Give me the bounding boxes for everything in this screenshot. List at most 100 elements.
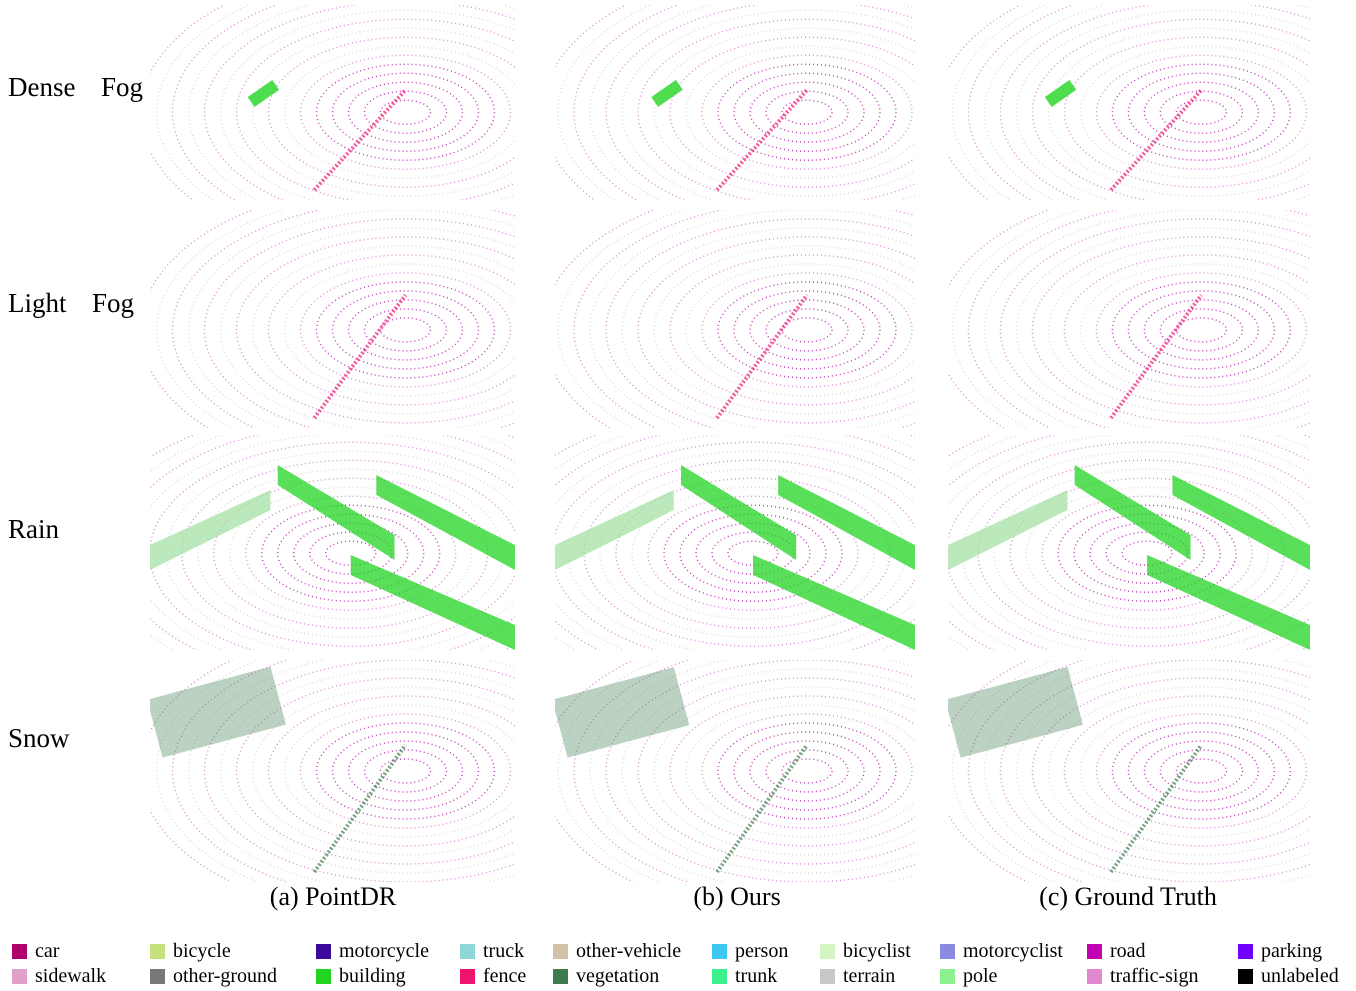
legend-item: other-ground <box>150 965 277 988</box>
legend-swatch <box>553 969 568 984</box>
legend-item: traffic-sign <box>1087 965 1199 988</box>
legend-swatch <box>1087 944 1102 959</box>
scan-ring <box>237 678 575 864</box>
building-points <box>248 80 279 107</box>
scan-ring <box>157 192 655 468</box>
scan-ring <box>333 73 479 151</box>
scan-ring <box>984 0 1356 232</box>
vegetation-points <box>717 745 807 872</box>
scan-ring <box>638 19 976 205</box>
legend-label: unlabeled <box>1261 965 1339 988</box>
panel <box>542 0 1072 259</box>
scan-ring <box>984 210 1356 450</box>
vegetation-points <box>717 90 807 190</box>
vegetation-points <box>147 667 286 758</box>
legend-swatch <box>150 944 165 959</box>
scan-ring <box>141 0 671 259</box>
scan-ring <box>205 219 607 441</box>
legend-item: bicyclist <box>820 940 911 963</box>
legend-swatch <box>820 944 835 959</box>
scan-ring <box>574 0 1040 241</box>
legend-swatch <box>1087 969 1102 984</box>
legend-item: bicycle <box>150 940 231 963</box>
scan-ring <box>686 705 928 837</box>
scan-ring <box>936 0 1356 259</box>
scan-ring <box>173 201 639 459</box>
scan-ring <box>1080 46 1322 178</box>
legend-label: motorcyclist <box>963 940 1063 963</box>
scan-ring <box>253 28 559 196</box>
legend-item: motorcycle <box>316 940 429 963</box>
scan-ring <box>670 37 944 187</box>
row-label: Snow <box>8 723 70 754</box>
scan-ring <box>1160 91 1242 133</box>
scan-ring <box>718 282 896 378</box>
scan-ring <box>269 37 543 187</box>
vegetation-points <box>1111 90 1202 190</box>
scan-ring <box>1048 246 1354 414</box>
scan-ring <box>333 291 479 369</box>
row-label: Dense Fog <box>8 72 143 103</box>
scan-ring <box>686 264 928 396</box>
figure: Dense FogLight FogRainSnow(a) PointDR(b)… <box>0 0 1356 991</box>
legend-swatch <box>150 969 165 984</box>
scan-ring <box>285 705 527 837</box>
scan-ring <box>622 228 992 432</box>
scan-ring <box>301 55 511 169</box>
scan-ring <box>1000 1 1356 223</box>
legend-label: car <box>35 940 59 963</box>
scan-ring <box>574 201 1040 459</box>
legend-label: pole <box>963 965 997 988</box>
panel <box>141 624 671 900</box>
scan-ring <box>1064 37 1338 187</box>
panel <box>86 406 616 700</box>
scan-ring <box>520 424 986 682</box>
legend-label: other-vehicle <box>576 940 681 963</box>
legend-label: truck <box>483 940 524 963</box>
legend-swatch <box>940 969 955 984</box>
legend-label: fence <box>483 965 526 988</box>
scan-ring <box>237 237 575 423</box>
scan-ring <box>718 723 896 819</box>
scan-ring <box>782 100 832 124</box>
scan-ring <box>349 741 463 801</box>
point-cloud-panels <box>0 0 1356 900</box>
scan-ring <box>333 732 479 810</box>
legend-label: person <box>735 940 788 963</box>
legend-item: other-vehicle <box>553 940 681 963</box>
legend-item: road <box>1087 940 1146 963</box>
column-caption: (a) PointDR <box>270 882 396 912</box>
scan-ring <box>1064 255 1338 405</box>
scan-ring <box>1112 64 1290 160</box>
scan-ring <box>1016 228 1356 432</box>
scan-ring <box>285 264 527 396</box>
scan-ring <box>654 246 960 414</box>
panel <box>936 0 1356 259</box>
legend-label: bicycle <box>173 940 231 963</box>
scan-ring <box>936 183 1356 477</box>
scan-ring <box>1144 741 1258 801</box>
scan-ring <box>1080 264 1322 396</box>
scan-ring <box>734 732 880 810</box>
scan-ring <box>750 741 864 801</box>
legend-swatch <box>316 969 331 984</box>
scan-ring <box>1032 678 1356 864</box>
legend-item: vegetation <box>553 965 659 988</box>
scan-ring <box>686 46 928 178</box>
legend-swatch <box>12 969 27 984</box>
legend-label: sidewalk <box>35 965 106 988</box>
building-points <box>948 490 1067 570</box>
panel <box>936 624 1356 900</box>
scan-ring <box>590 0 1024 232</box>
scan-ring <box>173 0 639 241</box>
legend-swatch <box>712 944 727 959</box>
scan-ring <box>670 255 944 405</box>
legend-swatch <box>12 944 27 959</box>
legend-label: building <box>339 965 406 988</box>
panel <box>542 183 1072 477</box>
building-points <box>351 555 515 650</box>
scan-ring <box>606 1 1008 223</box>
legend-label: bicyclist <box>843 940 911 963</box>
scan-ring <box>141 624 671 900</box>
scan-ring <box>1080 705 1322 837</box>
